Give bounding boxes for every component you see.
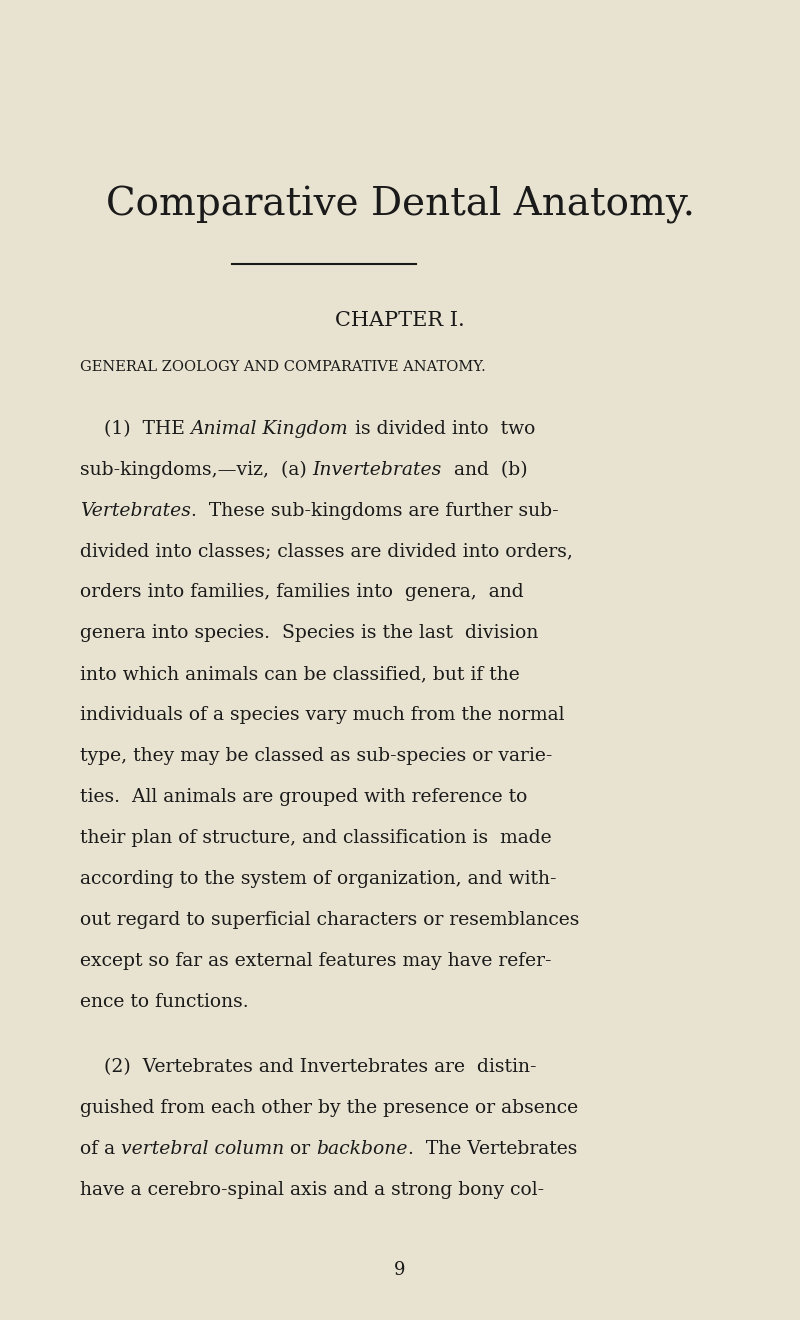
Text: guished from each other by the presence or absence: guished from each other by the presence … [80,1100,578,1117]
Text: CHAPTER I.: CHAPTER I. [335,312,465,330]
Text: 9: 9 [394,1261,406,1279]
Text: of a: of a [80,1140,121,1158]
Text: .  The Vertebrates: . The Vertebrates [408,1140,578,1158]
Text: backbone: backbone [317,1140,408,1158]
Text: into which animals can be classified, but if the: into which animals can be classified, bu… [80,665,520,684]
Text: GENERAL ZOOLOGY AND COMPARATIVE ANATOMY.: GENERAL ZOOLOGY AND COMPARATIVE ANATOMY. [80,360,486,374]
Text: their plan of structure, and classification is  made: their plan of structure, and classificat… [80,829,552,847]
Text: according to the system of organization, and with-: according to the system of organization,… [80,870,557,888]
Text: orders into families, families into  genera,  and: orders into families, families into gene… [80,583,524,602]
Text: HE: HE [155,420,191,438]
Text: or: or [284,1140,317,1158]
Text: genera into species.  Species is the last  division: genera into species. Species is the last… [80,624,538,643]
Text: and  (b): and (b) [442,461,528,479]
Text: have a cerebro-spinal axis and a strong bony col-: have a cerebro-spinal axis and a strong … [80,1181,544,1199]
Text: .  These sub-kingdoms are further sub-: . These sub-kingdoms are further sub- [191,502,558,520]
Text: vertebral column: vertebral column [121,1140,284,1158]
Text: ties.  All animals are grouped with reference to: ties. All animals are grouped with refer… [80,788,527,807]
Text: Animal Kingdom: Animal Kingdom [191,420,349,438]
Text: is divided into  two: is divided into two [349,420,535,438]
Text: Comparative Dental Anatomy.: Comparative Dental Anatomy. [106,186,694,223]
Text: divided into classes; classes are divided into orders,: divided into classes; classes are divide… [80,543,573,561]
Text: type, they may be classed as sub-species or varie-: type, they may be classed as sub-species… [80,747,552,766]
Text: out regard to superficial characters or resemblances: out regard to superficial characters or … [80,911,579,929]
Text: (2)  Vertebrates and Invertebrates are  distin-: (2) Vertebrates and Invertebrates are di… [80,1059,537,1076]
Text: except so far as external features may have refer-: except so far as external features may h… [80,952,551,970]
Text: Vertebrates: Vertebrates [80,502,191,520]
Text: (1)  T: (1) T [80,420,155,438]
Text: sub-kingdoms,—viz,  (a): sub-kingdoms,—viz, (a) [80,461,313,479]
Text: ence to functions.: ence to functions. [80,993,249,1011]
Text: Invertebrates: Invertebrates [313,461,442,479]
Text: individuals of a species vary much from the normal: individuals of a species vary much from … [80,706,565,725]
